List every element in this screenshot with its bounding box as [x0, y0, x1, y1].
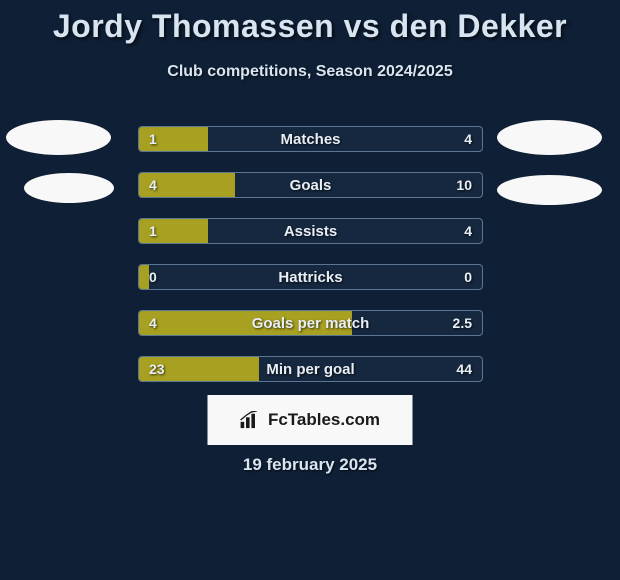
stat-bar: 410Goals	[138, 172, 483, 198]
stat-bar: 42.5Goals per match	[138, 310, 483, 336]
stat-bar: 14Assists	[138, 218, 483, 244]
player-left-avatar	[6, 120, 111, 155]
chart-icon	[240, 411, 262, 429]
stat-bar: 14Matches	[138, 126, 483, 152]
stat-label: Matches	[139, 127, 482, 151]
player-left-badge	[24, 173, 114, 203]
stat-label: Assists	[139, 219, 482, 243]
stat-label: Goals per match	[139, 311, 482, 335]
stat-bars: 14Matches 410Goals 14Assists 00Hattricks 42.…	[138, 126, 483, 402]
date-text: 19 february 2025	[0, 455, 620, 475]
brand-text: FcTables.com	[268, 410, 380, 430]
stat-bar: 00Hattricks	[138, 264, 483, 290]
stat-label: Hattricks	[139, 265, 482, 289]
player-right-avatar	[497, 120, 602, 155]
stat-bar: 2344Min per goal	[138, 356, 483, 382]
brand-box: FcTables.com	[208, 395, 413, 445]
stat-label: Min per goal	[139, 357, 482, 381]
page-title: Jordy Thomassen vs den Dekker	[0, 0, 620, 45]
player-right-badge	[497, 175, 602, 205]
stat-label: Goals	[139, 173, 482, 197]
subtitle: Club competitions, Season 2024/2025	[0, 63, 620, 81]
